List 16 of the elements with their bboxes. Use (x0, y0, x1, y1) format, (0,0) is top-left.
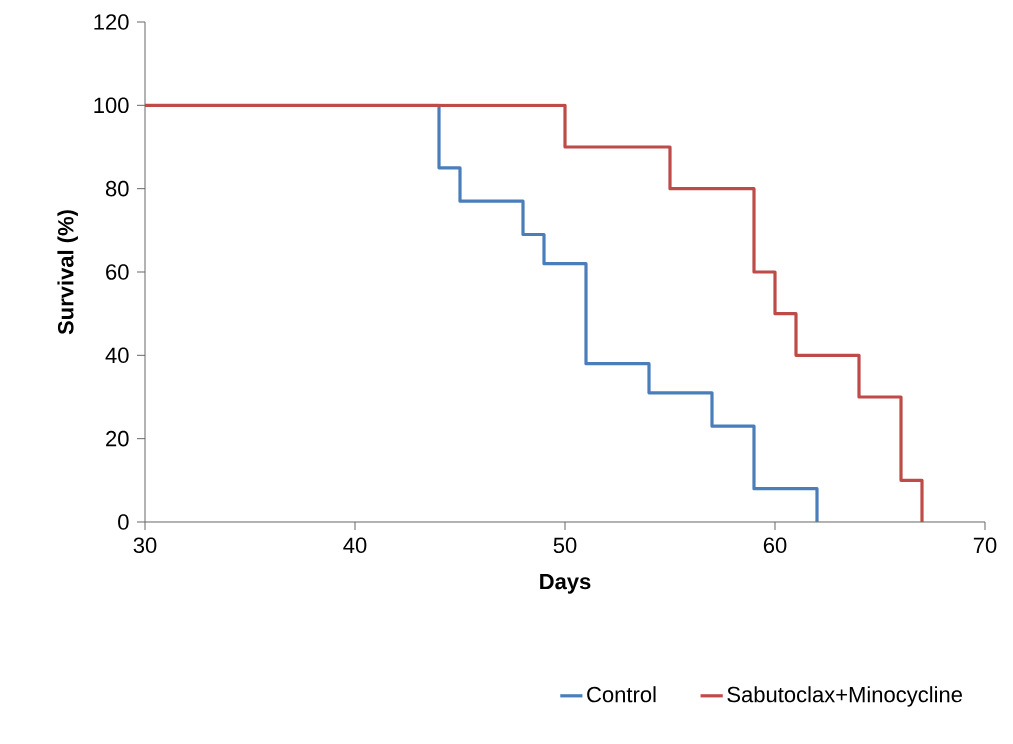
y-axis-title: Survival (%) (57, 210, 78, 335)
y-tick-label: 20 (106, 430, 129, 447)
x-tick-label: 40 (343, 537, 367, 554)
x-tick-label: 50 (553, 537, 577, 554)
y-tick-label: 60 (106, 264, 129, 280)
x-axis-title: Days (540, 573, 591, 594)
legend-label: Control (587, 686, 656, 703)
y-tick-label: 0 (118, 514, 129, 530)
x-tick-label: 70 (973, 537, 997, 554)
y-tick-label: 40 (105, 347, 129, 364)
legend-label: Sabutoclax+Minocycline (727, 686, 962, 707)
x-tick-label: 60 (763, 537, 787, 554)
y-tick-label: 100 (94, 97, 129, 114)
y-tick-label: 80 (105, 180, 129, 197)
y-tick-label: 120 (94, 14, 129, 30)
x-tick-label: 30 (133, 537, 157, 554)
